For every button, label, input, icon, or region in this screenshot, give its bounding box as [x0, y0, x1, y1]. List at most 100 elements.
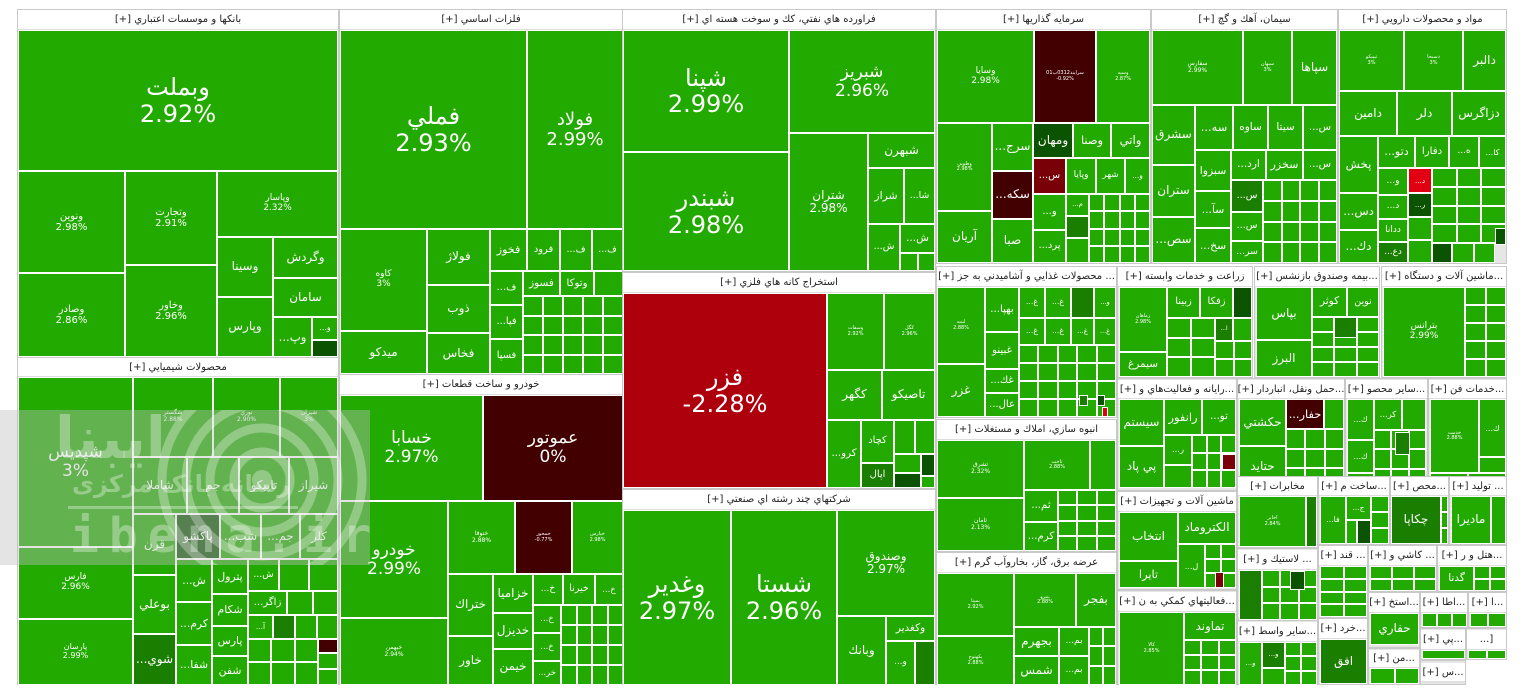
stock-tile[interactable]: سه... — [1195, 105, 1233, 150]
stock-tile[interactable]: تيپيكو 3% — [1339, 30, 1404, 91]
stock-tile[interactable] — [1457, 224, 1481, 243]
stock-tile[interactable]: پي پاد — [1119, 446, 1164, 488]
stock-tile[interactable]: زاگر... — [248, 591, 287, 615]
stock-tile[interactable] — [900, 253, 918, 271]
stock-tile[interactable] — [1239, 570, 1262, 620]
stock-tile[interactable] — [1019, 399, 1038, 417]
stock-tile[interactable] — [921, 476, 935, 488]
stock-tile[interactable] — [523, 316, 543, 335]
stock-tile[interactable] — [1312, 362, 1334, 377]
stock-tile[interactable]: ه... — [1449, 136, 1479, 168]
stock-tile[interactable]: خمحور -0.77% — [515, 501, 572, 574]
stock-tile[interactable] — [1097, 363, 1116, 381]
stock-tile[interactable] — [1344, 579, 1367, 592]
stock-tile[interactable] — [1299, 587, 1317, 603]
stock-tile[interactable] — [1491, 496, 1506, 544]
stock-tile[interactable] — [1077, 521, 1097, 536]
sector-header[interactable]: استخراج كانه هاي فلزي [+] — [623, 273, 935, 293]
stock-tile[interactable] — [1357, 347, 1379, 362]
stock-tile[interactable]: سكه... — [992, 171, 1033, 219]
stock-tile[interactable] — [1058, 345, 1077, 363]
stock-tile[interactable]: و... — [1033, 194, 1066, 230]
sector-header[interactable]: مخابرات [+] — [1238, 477, 1317, 496]
stock-tile[interactable] — [1470, 613, 1488, 627]
stock-tile[interactable]: ونوين 2.98% — [18, 171, 125, 273]
stock-tile[interactable]: دلر — [1397, 91, 1452, 136]
stock-tile[interactable]: و... — [1094, 287, 1116, 318]
sector-header[interactable]: ... لاستيك و [+] — [1238, 550, 1317, 570]
stock-tile[interactable]: ف... — [560, 229, 592, 271]
stock-tile[interactable] — [1325, 429, 1344, 449]
stock-tile[interactable]: سرج... — [992, 123, 1033, 171]
stock-tile[interactable]: بم... — [1059, 656, 1089, 685]
stock-tile[interactable] — [1089, 246, 1104, 263]
stock-tile[interactable]: غبينو — [985, 332, 1019, 369]
stock-tile[interactable]: پترول — [212, 559, 248, 594]
sector-header[interactable]: سرمايه گذاريها [+] — [937, 10, 1150, 30]
sector-header[interactable]: خودرو و ساخت قطعات [+] — [340, 375, 622, 395]
stock-tile[interactable] — [1486, 341, 1506, 359]
stock-tile[interactable]: ك... — [1479, 399, 1506, 457]
stock-tile[interactable] — [309, 559, 338, 591]
stock-tile[interactable]: فا... — [1320, 496, 1346, 544]
stock-tile[interactable]: پارسان 2.99% — [18, 619, 133, 685]
stock-tile[interactable] — [1306, 496, 1317, 547]
stock-tile[interactable] — [1495, 228, 1506, 245]
stock-tile[interactable] — [603, 355, 623, 374]
stock-tile[interactable]: وبانك — [837, 616, 886, 685]
stock-tile[interactable] — [1334, 317, 1357, 338]
stock-tile[interactable] — [1219, 640, 1236, 655]
stock-tile[interactable] — [561, 645, 577, 665]
stock-tile[interactable] — [523, 335, 543, 355]
stock-tile[interactable] — [543, 296, 563, 316]
stock-tile[interactable]: غك... — [985, 369, 1019, 393]
stock-tile[interactable]: حكشتي — [1239, 399, 1286, 446]
stock-tile[interactable] — [1301, 671, 1317, 685]
stock-tile[interactable]: افق — [1320, 639, 1367, 684]
sector-header[interactable]: زراعت و خدمات وابسته [+] — [1118, 267, 1252, 287]
stock-tile[interactable]: كگهر — [827, 370, 882, 420]
stock-tile[interactable] — [608, 645, 623, 665]
stock-tile[interactable]: خديزل — [493, 613, 533, 649]
stock-tile[interactable] — [1089, 666, 1103, 685]
stock-tile[interactable]: و... — [1125, 158, 1150, 194]
stock-tile[interactable]: تاپيكو — [239, 457, 289, 514]
stock-tile[interactable]: شا... — [904, 168, 935, 224]
stock-tile[interactable] — [1191, 357, 1215, 377]
stock-tile[interactable]: خاور — [448, 636, 493, 685]
stock-tile[interactable] — [563, 355, 583, 374]
stock-tile[interactable] — [523, 296, 543, 316]
stock-tile[interactable] — [915, 641, 935, 685]
stock-tile[interactable] — [1324, 399, 1344, 429]
stock-tile[interactable] — [1334, 347, 1357, 362]
stock-tile[interactable]: ر... — [1408, 193, 1432, 217]
stock-tile[interactable]: ك... — [1347, 399, 1374, 440]
stock-tile[interactable]: و... — [1378, 168, 1408, 195]
sector-header[interactable]: ...هتل و ر [+] — [1438, 546, 1506, 566]
stock-tile[interactable]: دع... — [1378, 242, 1408, 263]
stock-tile[interactable] — [1481, 168, 1506, 187]
stock-tile[interactable] — [1457, 206, 1481, 224]
stock-tile[interactable] — [1233, 287, 1252, 318]
stock-tile[interactable]: شگستر 2.88% — [133, 377, 213, 457]
sector-header[interactable]: ...محص [+] — [1391, 477, 1448, 496]
stock-tile[interactable]: فخوز — [490, 229, 527, 271]
stock-tile[interactable] — [543, 316, 563, 335]
stock-tile[interactable] — [1077, 490, 1097, 505]
stock-tile[interactable] — [608, 605, 623, 625]
stock-tile[interactable] — [1058, 505, 1077, 521]
stock-tile[interactable]: چكاپا — [1391, 496, 1441, 544]
stock-tile[interactable] — [1370, 668, 1395, 684]
stock-tile[interactable]: وگردش — [273, 237, 338, 278]
stock-tile[interactable] — [1409, 430, 1426, 449]
stock-tile[interactable] — [318, 639, 338, 653]
stock-tile[interactable] — [1102, 407, 1108, 417]
stock-tile[interactable] — [1104, 194, 1120, 211]
stock-tile[interactable] — [561, 625, 577, 645]
stock-tile[interactable] — [1221, 435, 1236, 453]
stock-tile[interactable]: البرز — [1256, 340, 1312, 377]
stock-tile[interactable]: شپنا 2.99% — [623, 30, 789, 152]
stock-tile[interactable] — [1374, 430, 1391, 449]
stock-tile[interactable]: سپاها — [1292, 30, 1337, 105]
stock-tile[interactable] — [1481, 187, 1506, 206]
